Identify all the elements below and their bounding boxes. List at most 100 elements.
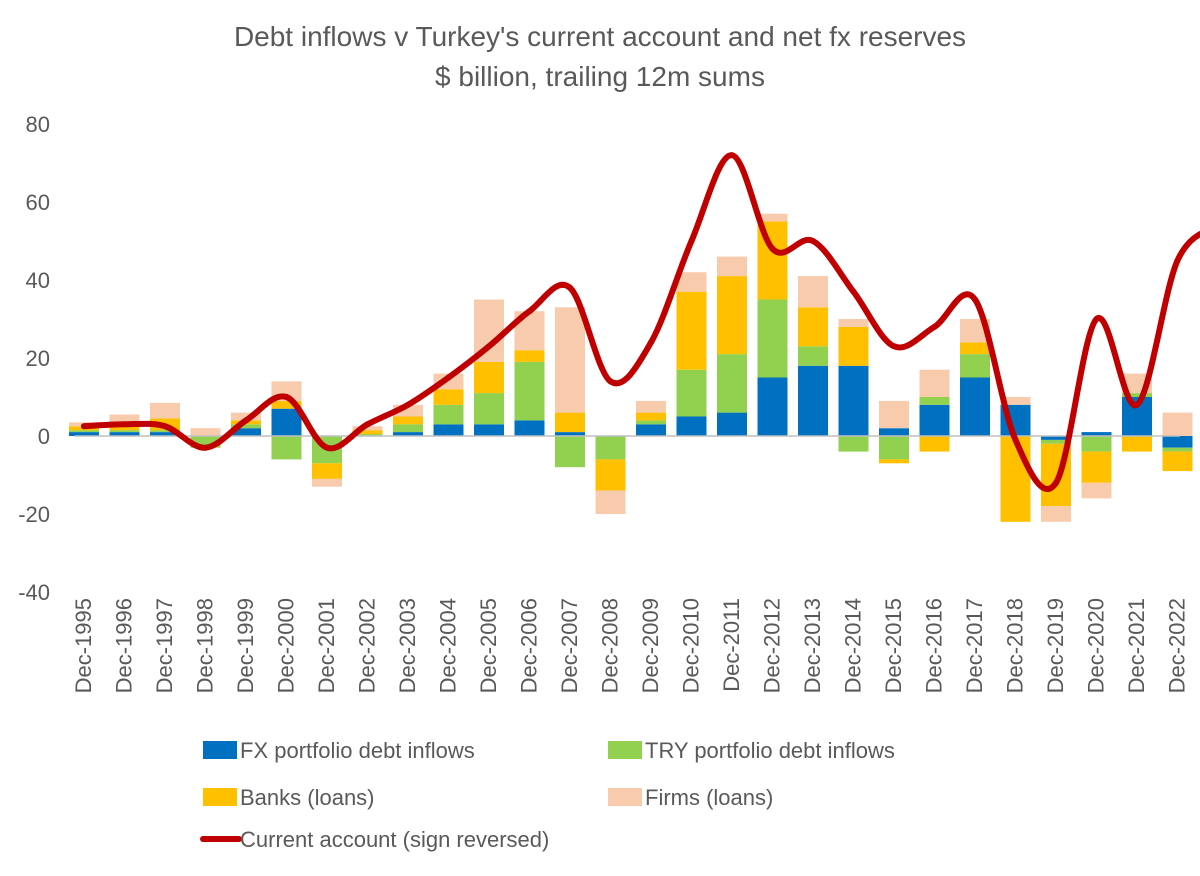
x-tick-label: Dec-2007 <box>557 598 582 693</box>
bar <box>1081 451 1112 483</box>
bar <box>312 478 342 487</box>
bar <box>879 428 909 436</box>
bar <box>717 276 747 355</box>
bar <box>352 426 383 431</box>
line-point <box>81 423 87 430</box>
line-point <box>526 308 533 315</box>
bar <box>757 299 788 378</box>
bar <box>271 400 302 409</box>
bar <box>393 424 423 433</box>
line-point <box>486 343 492 350</box>
bar <box>393 404 423 417</box>
bar <box>717 412 747 436</box>
bar <box>1081 436 1112 452</box>
line-point <box>243 417 249 424</box>
legend-swatch <box>203 788 237 806</box>
bar <box>433 404 464 425</box>
bar <box>1122 393 1152 397</box>
y-tick-label: 20 <box>26 346 50 371</box>
line-point <box>445 374 452 381</box>
legend-swatch <box>608 788 642 806</box>
legend-label: Current account (sign reversed) <box>240 827 549 852</box>
legend-item: TRY portfolio debt inflows <box>608 738 895 763</box>
bar <box>474 361 504 394</box>
bar <box>1122 436 1152 452</box>
chart-subtitle: $ billion, trailing 12m sums <box>435 61 765 92</box>
bar <box>393 432 423 436</box>
bar <box>190 428 221 436</box>
bar <box>1162 451 1193 472</box>
bar <box>838 326 869 366</box>
bar <box>879 400 909 429</box>
line-point <box>972 296 978 303</box>
x-tick-label: Dec-2022 <box>1165 598 1190 693</box>
line-point <box>607 378 614 385</box>
line-point <box>769 245 776 252</box>
bar <box>676 291 707 370</box>
line-point <box>688 238 695 244</box>
line-point <box>1174 257 1181 264</box>
bar <box>798 365 828 436</box>
x-tick-label: Dec-2020 <box>1084 598 1109 693</box>
bar <box>514 361 545 421</box>
line-point <box>1134 401 1140 408</box>
x-tick-label: Dec-2000 <box>274 598 299 693</box>
x-tick-label: Dec-1996 <box>112 598 137 693</box>
bar <box>1000 436 1031 522</box>
bar <box>1162 412 1193 436</box>
bar <box>919 369 950 397</box>
series-line <box>81 152 1200 492</box>
x-tick-label: Dec-1999 <box>233 598 258 693</box>
x-tick-label: Dec-2016 <box>922 598 947 693</box>
bar <box>352 434 383 436</box>
line-point <box>405 401 411 408</box>
x-tick-label: Dec-2009 <box>638 598 663 693</box>
legend-item: Current account (sign reversed) <box>200 827 549 852</box>
x-tick-label: Dec-2021 <box>1124 598 1149 693</box>
bar <box>150 430 180 433</box>
x-tick-label: Dec-2010 <box>679 598 704 693</box>
bar <box>1162 447 1193 452</box>
legend-label: FX portfolio debt inflows <box>240 738 475 763</box>
x-tick-label: Dec-2014 <box>841 598 866 693</box>
bar <box>717 256 747 277</box>
bar <box>555 432 585 436</box>
x-tick-label: Dec-1998 <box>193 598 218 693</box>
legend-label: Firms (loans) <box>645 785 773 810</box>
bar <box>109 430 140 433</box>
line-point <box>1053 479 1059 486</box>
x-tick-label: Dec-2005 <box>476 598 501 693</box>
x-tick-label: Dec-2008 <box>598 598 623 693</box>
bar <box>595 490 626 514</box>
x-tick-label: Dec-2004 <box>436 598 461 693</box>
y-tick-label: 60 <box>26 190 50 215</box>
y-tick-label: 40 <box>26 268 50 293</box>
x-tick-label: Dec-2003 <box>395 598 420 693</box>
bar <box>595 459 626 491</box>
bar <box>676 272 707 292</box>
line-point <box>891 343 897 350</box>
bar <box>352 430 383 435</box>
x-tick-label: Dec-1997 <box>152 598 177 693</box>
bar <box>190 436 221 448</box>
bar <box>960 377 990 436</box>
x-tick-label: Dec-2013 <box>800 598 825 693</box>
legend-swatch <box>608 741 642 759</box>
line-point <box>162 423 168 430</box>
bar <box>1162 436 1193 448</box>
line-point <box>1093 316 1100 322</box>
line-point <box>121 421 128 428</box>
bars-layer <box>69 213 1193 522</box>
x-tick-label: Dec-2019 <box>1043 598 1068 693</box>
line-point <box>729 152 735 159</box>
line-point <box>648 339 654 346</box>
line-point <box>1012 436 1019 443</box>
legend-item: FX portfolio debt inflows <box>203 738 475 763</box>
bar <box>514 350 545 362</box>
bar <box>69 430 99 433</box>
x-tick-label: Dec-2001 <box>314 598 339 693</box>
bar <box>514 420 545 436</box>
bar <box>231 428 261 436</box>
bar <box>109 414 140 423</box>
